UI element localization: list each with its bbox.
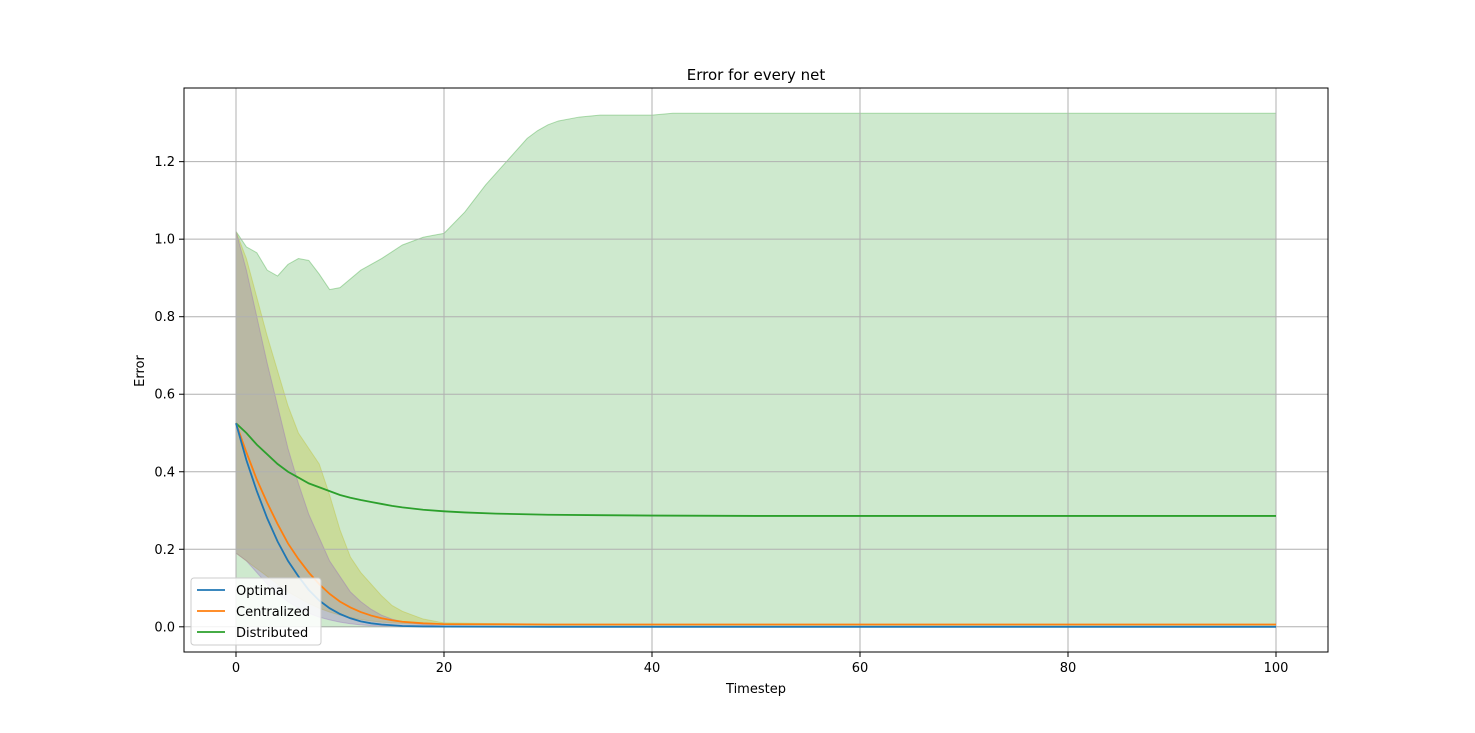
- line-distributed: [235, 422, 1276, 517]
- y-tick-label: 0.0: [154, 620, 175, 635]
- x-tick-label: 100: [1264, 661, 1289, 676]
- y-tick-label: 1.2: [154, 155, 175, 170]
- x-tick-label: 40: [644, 661, 661, 676]
- x-tick-label: 80: [1060, 661, 1077, 676]
- y-tick-label: 0.4: [154, 465, 175, 480]
- legend-label-distributed: Distributed: [236, 626, 308, 641]
- y-tick-label: 0.6: [154, 388, 175, 403]
- x-tick-label: 60: [852, 661, 869, 676]
- y-tick-label: 0.2: [154, 543, 175, 558]
- y-axis-label: Error: [133, 355, 148, 387]
- x-axis-label: Timestep: [725, 682, 786, 697]
- y-tick-label: 0.8: [154, 310, 175, 325]
- legend-label-centralized: Centralized: [236, 605, 310, 620]
- line-optimal: [235, 423, 1276, 628]
- y-tick-label: 1.0: [154, 233, 175, 248]
- line-centralized: [235, 422, 1276, 626]
- plot-area: [184, 88, 1328, 652]
- x-tick-label: 20: [436, 661, 453, 676]
- chart-title: Error for every net: [687, 66, 826, 84]
- series-lines: [235, 422, 1276, 628]
- x-axis-ticks: 0 20 40 60 80 100: [232, 652, 1289, 676]
- x-tick-label: 0: [232, 661, 240, 676]
- legend-box: [190, 577, 322, 646]
- legend: Optimal Centralized Distributed: [190, 577, 322, 646]
- legend-label-optimal: Optimal: [236, 584, 287, 599]
- plot-frame: [183, 87, 1329, 653]
- y-axis-ticks: 0.0 0.2 0.4 0.6 0.8 1.0 1.2: [154, 155, 184, 635]
